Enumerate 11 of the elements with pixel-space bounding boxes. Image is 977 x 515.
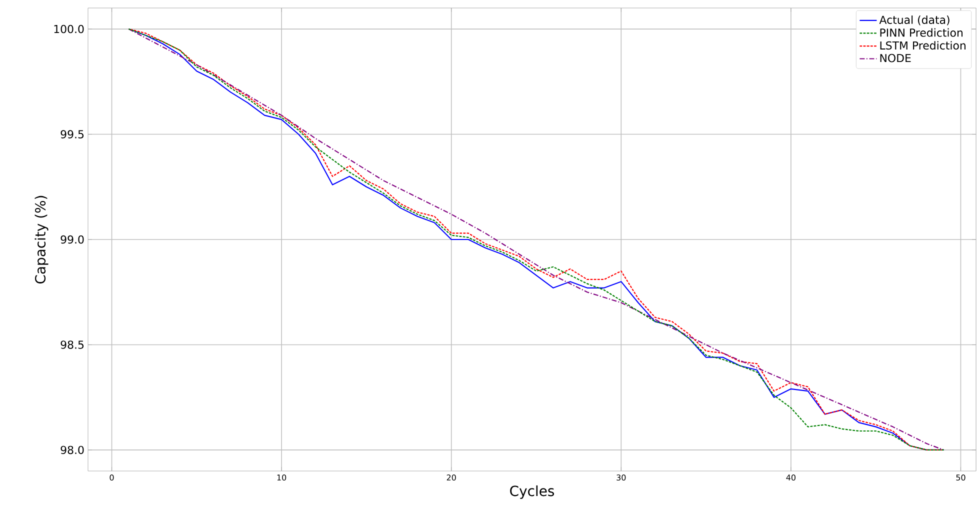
y-axis-title: Capacity (%) <box>34 196 48 284</box>
y-tick-label: 100.0 <box>54 24 84 34</box>
y-tick-label: 98.0 <box>60 446 84 454</box>
legend-label: NODE <box>880 54 911 62</box>
y-tick-label: 98.5 <box>60 340 84 349</box>
y-tick-label: 99.5 <box>60 130 84 138</box>
x-axis-title: Cycles <box>510 485 554 499</box>
legend-label: PINN Prediction <box>880 28 962 37</box>
legend-label: Actual (data) <box>879 15 950 26</box>
y-tick-label: 99.0 <box>60 235 84 244</box>
legend-label: LSTM Prediction <box>880 41 966 50</box>
